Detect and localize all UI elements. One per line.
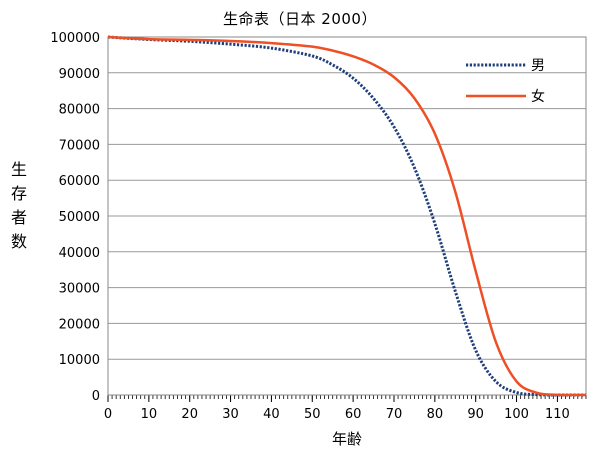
- y-tick-label: 40000: [59, 246, 100, 261]
- x-tick-label: 110: [545, 407, 570, 422]
- x-tick-label: 30: [222, 407, 239, 422]
- x-tick-label: 80: [427, 407, 444, 422]
- legend: 男女: [466, 58, 545, 105]
- y-tick-labels: 0 10000 20000 30000 40000 50000 60000 70000 8000…: [50, 31, 100, 404]
- x-minor-ticks: [107, 395, 587, 399]
- legend-label: 男: [531, 58, 545, 74]
- legend-label: 女: [531, 88, 545, 105]
- y-tick-label: 90000: [59, 67, 100, 82]
- y-tick-label: 10000: [59, 353, 100, 368]
- x-tick-label: 60: [345, 407, 362, 422]
- x-tick-label: 40: [263, 407, 280, 422]
- y-tick-label: 50000: [59, 210, 100, 225]
- x-tick-label: 70: [386, 407, 403, 422]
- y-tick-label: 60000: [59, 174, 100, 189]
- x-axis-label: 年齢: [331, 430, 362, 448]
- x-tick-label: 0: [104, 407, 112, 422]
- x-tick-label: 10: [141, 407, 158, 422]
- y-tick-label: 20000: [59, 317, 100, 332]
- x-tick-label: 100: [504, 407, 529, 422]
- y-tick-label: 30000: [59, 282, 100, 297]
- chart-title: 生命表（日本 2000）: [223, 10, 377, 28]
- series-lines: [107, 35, 587, 397]
- plot-area-border: [107, 36, 587, 396]
- x-tick-label: 20: [181, 407, 198, 422]
- x-tick-labels: 0 10 20 30 40 50 60 70 80 90 100 110: [104, 407, 570, 422]
- y-axis-label: 生存者数: [10, 160, 27, 251]
- y-tick-label: 0: [92, 389, 100, 404]
- series-line-female: [107, 35, 587, 397]
- grid-lines: [107, 36, 586, 402]
- x-tick-label: 50: [304, 407, 321, 422]
- y-tick-label: 100000: [50, 31, 100, 46]
- x-tick-label: 90: [467, 407, 484, 422]
- series-line-male: [107, 35, 587, 397]
- y-tick-label: 80000: [59, 103, 100, 118]
- y-tick-label: 70000: [59, 138, 100, 153]
